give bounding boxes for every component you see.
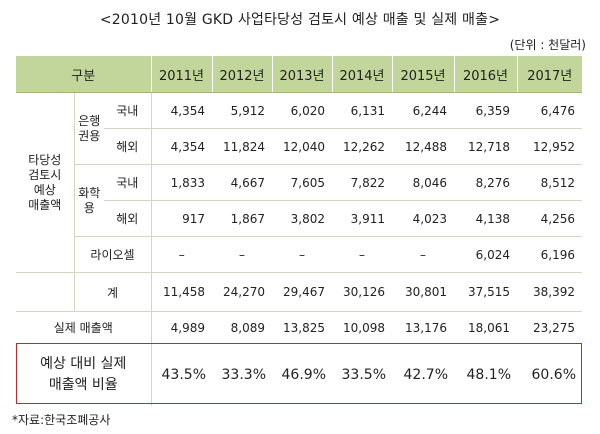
table-row: 화학 용 국내 1,833 4,667 7,605 7,822 8,046 8,2… (16, 164, 582, 237)
unit-note: (단위 : 천달러) (509, 38, 586, 52)
table-cell: 6,476 (517, 92, 582, 129)
table-cell: 8,089 (212, 311, 272, 344)
table-cell: 6,244 (392, 92, 454, 129)
table-cell: 12,488 (392, 128, 454, 165)
table-row: 해외 917 1,867 3,802 3,911 4,023 4,138 4,2… (16, 200, 582, 237)
table-cell: 10,098 (332, 311, 392, 344)
header-year: 2013년 (271, 56, 332, 93)
table-cell: – (332, 236, 392, 273)
row-label: 국내 (104, 164, 152, 201)
header-year: 2014년 (331, 56, 392, 93)
table-cell: 6,131 (332, 92, 392, 129)
table-cell: 12,262 (332, 128, 392, 165)
header-year: 2015년 (391, 56, 454, 93)
table-cell: 4,354 (151, 92, 212, 129)
table-cell: 4,256 (517, 200, 582, 237)
row-label: 실제 매출액 (16, 311, 152, 344)
table-cell: 8,276 (454, 164, 517, 201)
row-label: 해외 (104, 200, 152, 237)
table-cell: 917 (151, 200, 212, 237)
header-category: 구분 (16, 56, 151, 93)
row-label: 라이오셀 (74, 236, 152, 273)
table-cell: 13,825 (272, 311, 332, 344)
table-cell: 48.1% (466, 367, 511, 383)
table-cell: 8,046 (392, 164, 454, 201)
table-cell: – (151, 236, 212, 273)
table-cell: 3,911 (332, 200, 392, 237)
table-cell: – (392, 236, 454, 273)
table-cell: 30,126 (332, 272, 392, 312)
table-cell: 6,024 (454, 236, 517, 273)
header-year: 2016년 (453, 56, 517, 93)
table-cell: 4,989 (151, 311, 212, 344)
header-year: 2011년 (150, 56, 212, 93)
table-cell: 4,023 (392, 200, 454, 237)
header-row: 구분 2011년 2012년 2013년 2014년 2015년 2016년 2… (16, 56, 582, 93)
table-cell: 33.5% (341, 367, 386, 383)
table-cell: 18,061 (454, 311, 517, 344)
bank-group-label: 은행 권용 (74, 92, 104, 165)
table-cell: 7,822 (332, 164, 392, 201)
header-year: 2017년 (516, 56, 582, 93)
table-cell: 4,667 (212, 164, 272, 201)
table-row: 해외 4,354 11,824 12,040 12,262 12,488 12,… (16, 128, 582, 165)
table-cell: 33.3% (221, 367, 266, 383)
table-cell: 1,867 (212, 200, 272, 237)
row-label: 국내 (104, 92, 152, 129)
table-cell: 60.6% (531, 367, 576, 383)
table-cell: 1,833 (151, 164, 212, 201)
table-cell: 24,270 (212, 272, 272, 312)
sales-table: 구분 2011년 2012년 2013년 2014년 2015년 2016년 2… (16, 56, 582, 406)
table-cell: – (212, 236, 272, 273)
table-row: 타당성 검토시 예상 매출액 은행 권용 국내 4,354 5,912 6,020 6,… (16, 92, 582, 273)
table-cell: 6,359 (454, 92, 517, 129)
table-row: 예상 대비 실제 매출액 비율 43.5% 33.3% 46.9% 33.5% 4… (16, 343, 582, 406)
row-label: 해외 (104, 128, 152, 165)
table-cell: 11,824 (212, 128, 272, 165)
chem-group-label: 화학 용 (74, 164, 104, 237)
table-cell: 42.7% (403, 367, 448, 383)
table-cell: 7,605 (272, 164, 332, 201)
row-label: 계 (74, 272, 152, 312)
table-cell: 46.9% (281, 367, 326, 383)
row-label: 예상 대비 실제 매출액 비율 (16, 343, 152, 406)
table-cell: 13,176 (392, 311, 454, 344)
table-cell: 23,275 (517, 311, 582, 344)
table-cell: 30,801 (392, 272, 454, 312)
forecast-group-label: 타당성 검토시 예상 매출액 (16, 92, 75, 273)
table-cell: 37,515 (454, 272, 517, 312)
table-cell (16, 272, 75, 312)
table-cell: 38,392 (517, 272, 582, 312)
table-cell: 12,952 (517, 128, 582, 165)
table-cell: 4,138 (454, 200, 517, 237)
table-cell: 11,458 (151, 272, 212, 312)
table-cell: 43.5% (161, 367, 206, 383)
table-cell: 5,912 (212, 92, 272, 129)
table-cell: 12,040 (272, 128, 332, 165)
table-cell: 6,196 (517, 236, 582, 273)
table-cell: 6,020 (272, 92, 332, 129)
table-row: 계 11,458 24,270 29,467 30,126 30,801 37,… (16, 272, 582, 312)
header-year: 2012년 (211, 56, 272, 93)
page-title: <2010년 10월 GKD 사업타당성 검토시 예상 매출 및 실제 매출> (99, 12, 501, 28)
source-note: *자료:한국조폐공사 (12, 413, 111, 427)
table-cell: 12,718 (454, 128, 517, 165)
table-cell: 29,467 (272, 272, 332, 312)
table-cell: – (272, 236, 332, 273)
table-row: 실제 매출액 4,989 8,089 13,825 10,098 13,176 … (16, 311, 582, 344)
table-cell: 8,512 (517, 164, 582, 201)
table-row: 라이오셀 – – – – – 6,024 6,196 (16, 236, 582, 273)
table-cell: 4,354 (151, 128, 212, 165)
table-cell: 3,802 (272, 200, 332, 237)
